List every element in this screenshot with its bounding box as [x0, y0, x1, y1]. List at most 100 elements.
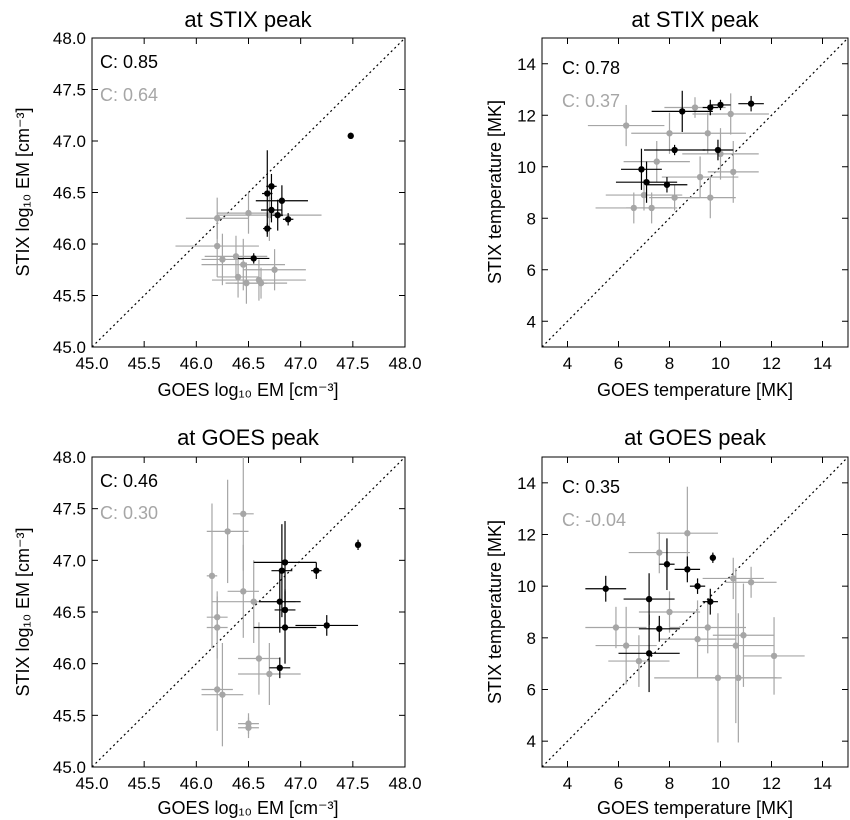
point-marker [684, 530, 691, 537]
data-point [238, 253, 270, 264]
point-marker [219, 256, 226, 263]
data-point [692, 93, 769, 135]
point-marker [602, 585, 609, 592]
data-layer [92, 457, 405, 767]
point-marker [268, 183, 275, 190]
point-marker [208, 572, 216, 580]
data-point [311, 562, 322, 579]
point-marker [268, 206, 275, 214]
point-marker [645, 595, 653, 603]
point-marker [234, 273, 242, 281]
point-marker [663, 561, 671, 568]
data-point [644, 144, 706, 156]
point-marker [622, 122, 630, 129]
data-point [354, 539, 362, 550]
point-marker [714, 146, 722, 154]
x-axis-label: GOES log₁₀ EM [cm⁻³] [157, 380, 338, 400]
x-tick-label: 46.0 [180, 774, 213, 793]
point-marker [214, 686, 221, 693]
chart-panel-goes-peak-em: at GOES peak GOES log₁₀ EM [cm⁻³] STIX l… [13, 425, 422, 818]
data-point [743, 617, 805, 695]
y-tick-label: 45.5 [53, 706, 86, 725]
y-tick-label: 45.0 [53, 758, 86, 777]
x-tick-label: 46.5 [232, 774, 265, 793]
point-marker [730, 168, 737, 176]
x-tick-label: 10 [711, 774, 730, 793]
data-point [258, 570, 301, 633]
data-point [269, 657, 291, 679]
point-marker [694, 635, 701, 643]
data-point [282, 213, 294, 226]
y-axis-label: STIX temperature [MK] [485, 520, 505, 704]
x-tick-label: 4 [563, 774, 572, 793]
data-point [253, 591, 317, 664]
x-tick-label: 46.5 [232, 354, 265, 373]
point-marker [645, 650, 653, 657]
x-tick-label: 12 [762, 774, 781, 793]
chart-panel-stix-peak-temperature: at STIX peak GOES temperature [MK] STIX … [485, 7, 849, 400]
data-point [651, 90, 713, 132]
data-point [201, 238, 286, 291]
point-marker [255, 655, 263, 662]
data-point [626, 192, 678, 224]
y-axis-label: STIX log₁₀ EM [cm⁻³] [13, 107, 33, 276]
data-point [738, 95, 764, 112]
y-tick-label: 4 [527, 312, 536, 331]
point-marker [313, 567, 320, 574]
x-tick-label: 46.0 [180, 354, 213, 373]
data-point [206, 479, 249, 584]
point-marker [704, 624, 711, 631]
point-marker [257, 279, 265, 287]
data-point [608, 635, 670, 687]
x-tick-label: 12 [762, 354, 781, 373]
chart-panel-goes-peak-temperature: at GOES peak GOES temperature [MK] STIX … [485, 425, 849, 818]
chart-title: at GOES peak [624, 425, 767, 450]
x-tick-label: 48.0 [388, 354, 421, 373]
point-marker [704, 130, 711, 137]
point-marker [323, 622, 330, 629]
data-point [684, 177, 736, 219]
y-tick-label: 10 [517, 577, 536, 596]
point-marker [770, 652, 778, 660]
x-tick-label: 45.5 [128, 354, 161, 373]
y-tick-label: 4 [527, 732, 536, 751]
point-marker [354, 541, 362, 549]
correlation-annotation-black: C: 0.78 [562, 58, 620, 78]
correlation-annotation-gray: C: 0.64 [100, 85, 158, 105]
x-tick-label: 6 [614, 774, 623, 793]
x-tick-label: 45.0 [75, 354, 108, 373]
tick-layer: 4 6 8 10 12 14 4 6 8 10 12 14 [517, 457, 848, 793]
y-tick-label: 12 [517, 106, 536, 125]
y-tick-label: 6 [527, 261, 536, 280]
point-marker [284, 216, 292, 223]
data-point [702, 588, 718, 615]
y-tick-label: 47.5 [53, 81, 86, 100]
data-point [234, 267, 288, 299]
chart-panel-stix-peak-em: at STIX peak GOES log₁₀ EM [cm⁻³] STIX l… [13, 7, 422, 400]
point-marker [694, 582, 701, 590]
point-marker [281, 624, 289, 631]
y-tick-label: 46.5 [53, 603, 86, 622]
x-axis-label: GOES log₁₀ EM [cm⁻³] [157, 798, 338, 818]
data-point [217, 256, 259, 298]
point-marker [612, 624, 620, 631]
data-point [587, 104, 665, 147]
y-axis-label: STIX temperature [MK] [485, 100, 505, 284]
point-marker [214, 242, 221, 250]
data-point [347, 132, 354, 140]
data-point [595, 606, 657, 685]
point-marker [730, 575, 737, 582]
point-marker [264, 190, 271, 197]
point-marker [224, 528, 231, 535]
chart-title: at GOES peak [177, 425, 320, 450]
data-point [702, 557, 764, 600]
point-marker [696, 173, 704, 181]
y-tick-label: 6 [527, 681, 536, 700]
data-point [201, 643, 244, 747]
point-marker [663, 181, 671, 188]
point-marker [219, 691, 226, 698]
tick-layer: 4 6 8 10 12 14 4 6 8 10 12 14 [517, 38, 848, 373]
data-point [175, 215, 259, 277]
data-point [661, 156, 739, 198]
tick-layer: 45.0 45.5 46.0 46.5 47.0 47.5 48.0 45.0 45.5 46.0… [53, 448, 422, 793]
